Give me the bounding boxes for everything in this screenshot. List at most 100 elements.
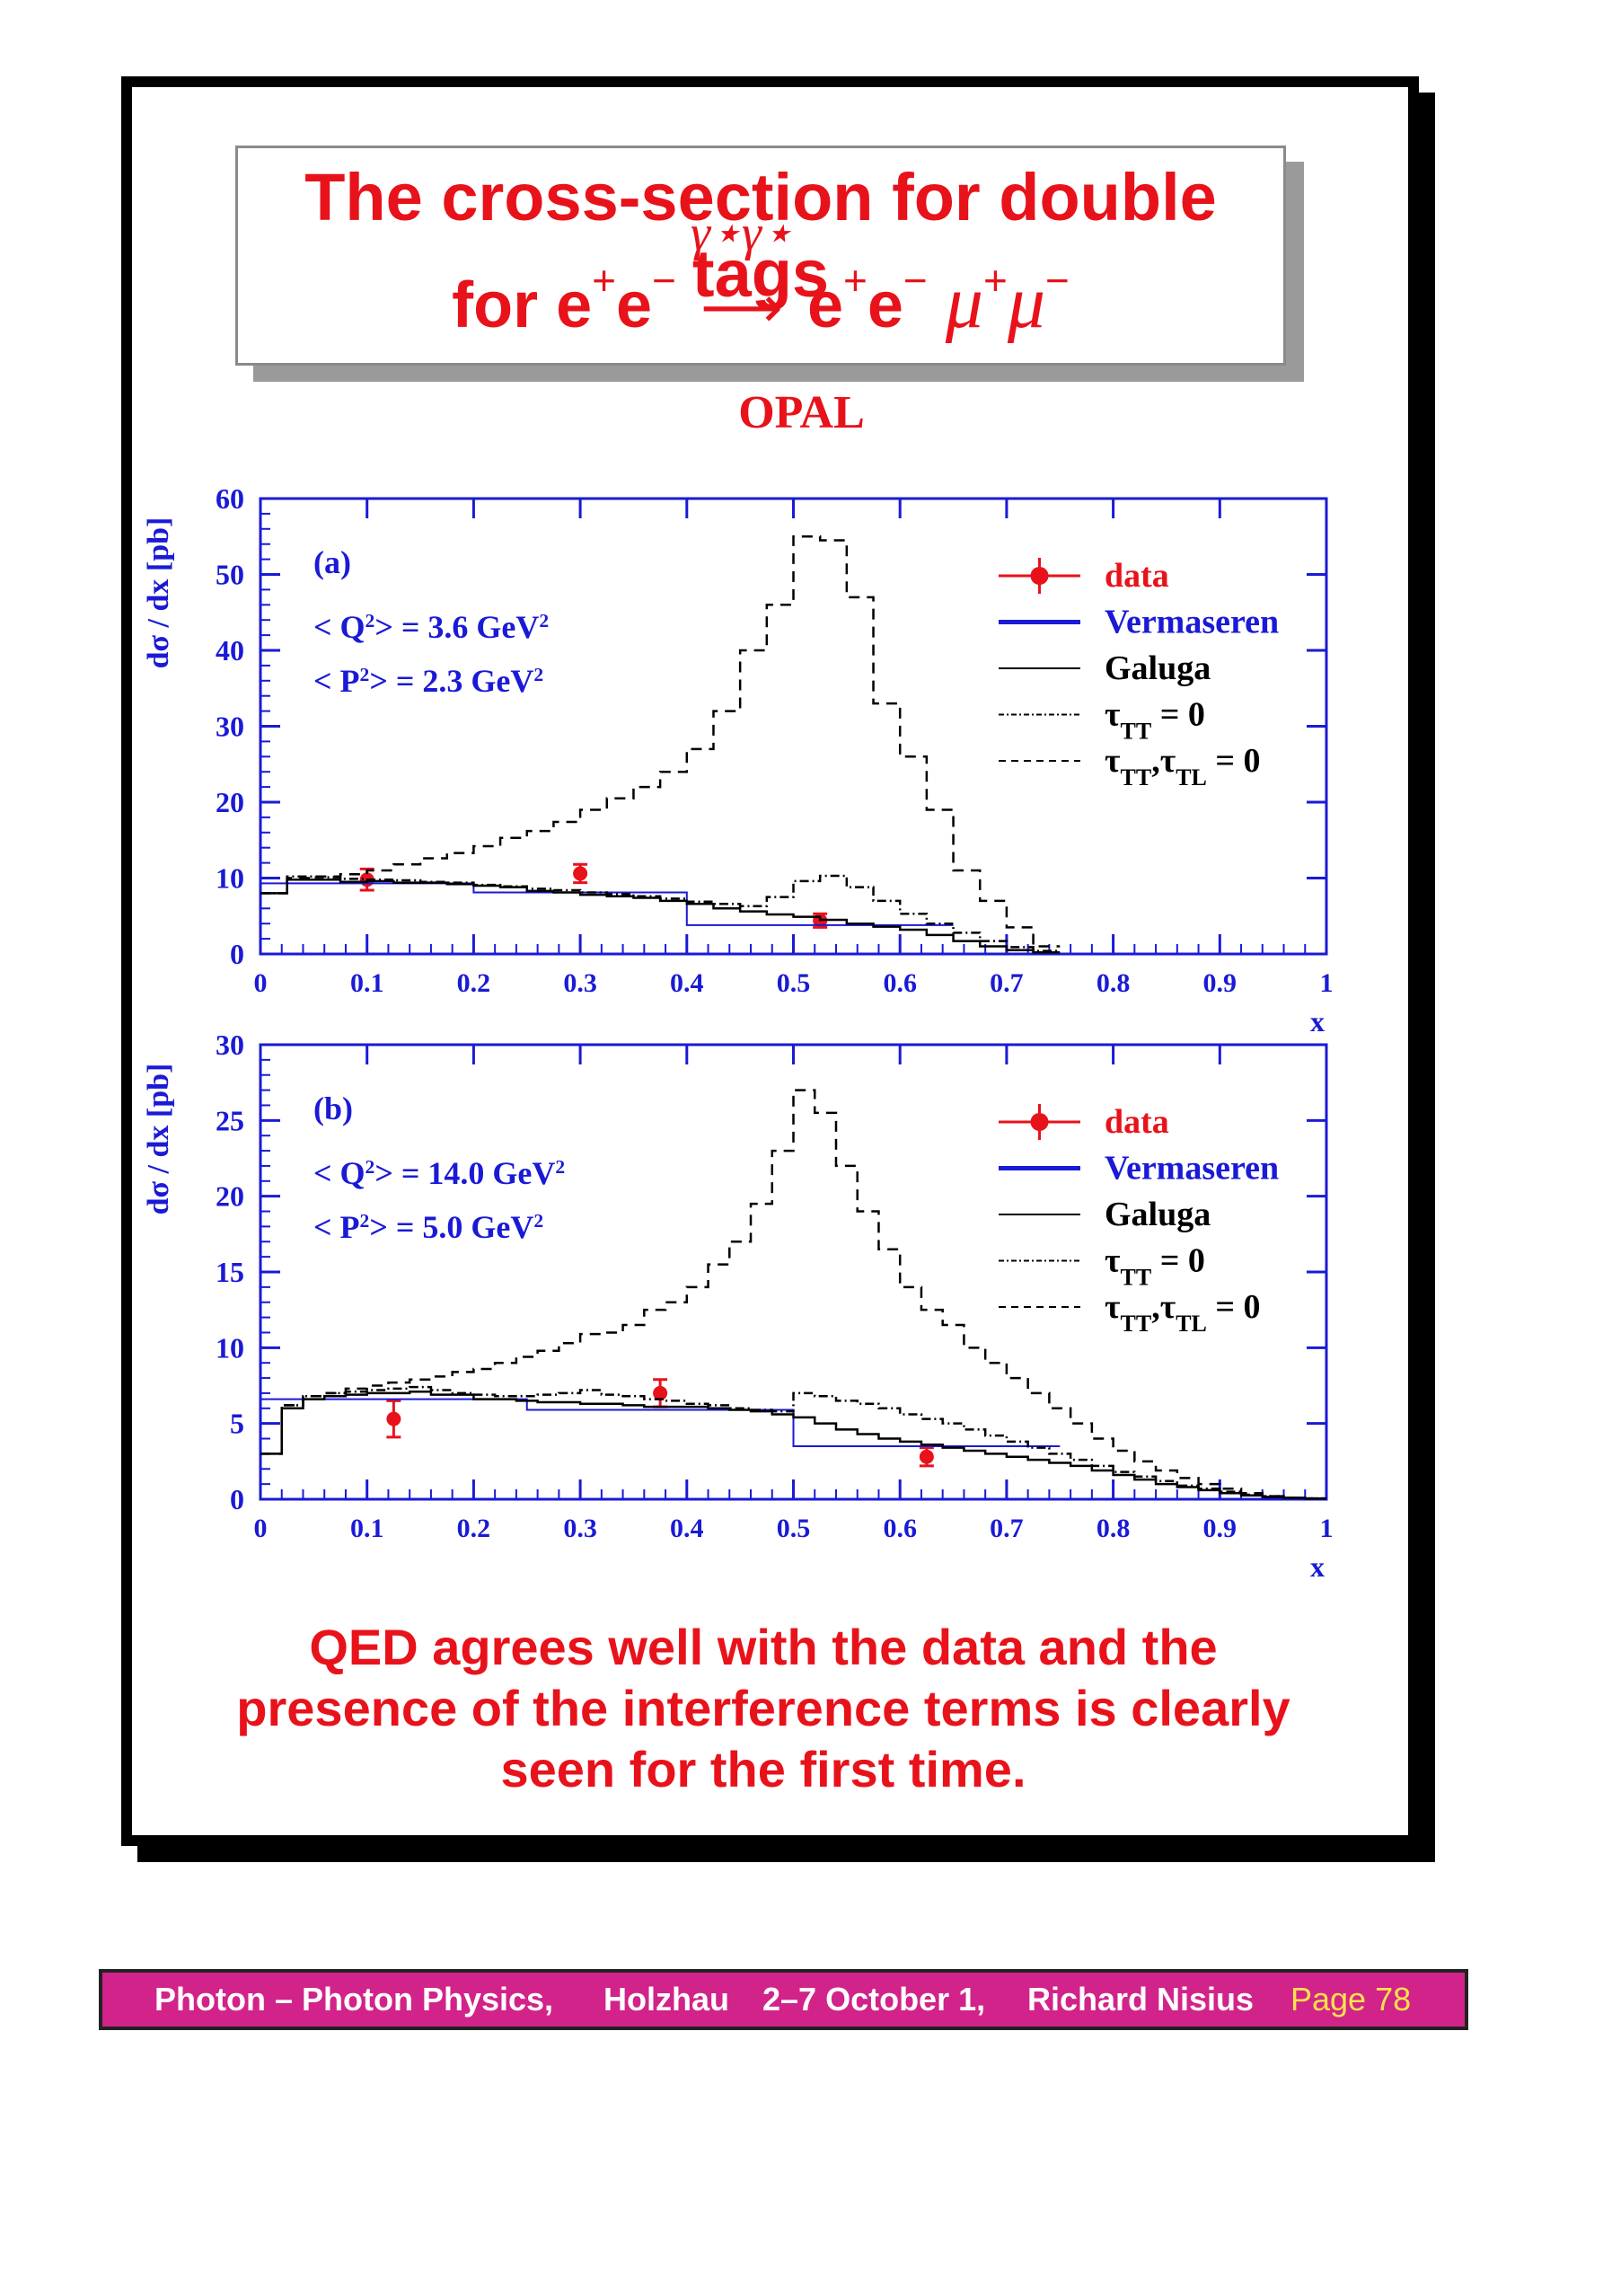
x-axis-label: x [1310,1550,1325,1583]
legend-label: data [1105,557,1169,595]
data-point [653,1385,668,1400]
series-tttl-line [260,535,1061,948]
x-tick-label: 0.1 [350,968,384,998]
x-axis-label: x [1310,1005,1325,1038]
y-axis-label: dσ / dx [pb] [142,1064,175,1215]
x-tick-label: 0.1 [350,1514,384,1543]
data-point [386,1411,401,1426]
x-tick-label: 0.5 [777,1514,811,1543]
experiment-label: OPAL [738,387,865,438]
panel-label: (a) [313,544,351,580]
x-tick-label: 0.4 [670,1514,704,1543]
annotation-q2: < Q2> = 14.0 GeV2 [313,1155,565,1191]
footer-bar: Photon – Photon Physics, Holzhau 2–7 Oct… [99,1969,1468,2030]
title-e3: e [867,269,903,341]
x-tick-label: 0.9 [1203,968,1237,998]
title-for-e: for e [452,269,593,341]
legend-label: Galuga [1105,649,1211,687]
mu-symbol-2: μ [1007,261,1046,344]
x-tick-label: 0.6 [883,968,917,998]
sup-plus: + [592,257,617,304]
x-tick-label: 0.7 [990,968,1024,998]
y-tick-label: 50 [216,559,244,591]
legend-label: τTT,τTL = 0 [1105,1288,1261,1337]
series-galuga-line [260,878,1061,954]
series-tt-line [260,1385,1326,1500]
legend-data-marker [1030,1113,1049,1131]
sup-plus-3: + [982,257,1008,304]
process-arrow: γ⋆γ⋆ ⟶ [691,206,793,342]
sup-minus-3: − [1045,257,1070,304]
y-tick-label: 10 [216,862,244,895]
mu-symbol: μ [945,261,983,344]
y-tick-label: 30 [216,1029,244,1061]
legend-label: Vermaseren [1105,1150,1279,1188]
y-tick-label: 40 [216,634,244,667]
legend-label: Galuga [1105,1196,1211,1233]
chart-panel-b: 0 0.1 0.2 0.3 0.4 0.5 0.6 0.7 0.8 0.9 105101520253… [142,1029,1334,1583]
x-tick-label: 0.2 [457,968,491,998]
annotation-q2: < Q2> = 3.6 GeV2 [313,609,549,645]
x-tick-label: 0.3 [563,968,597,998]
data-point [573,866,588,881]
legend-label: Vermaseren [1105,604,1279,641]
legend-data-marker [1030,567,1049,585]
y-tick-label: 60 [216,482,244,515]
arrow-glyph: ⟶ [700,275,783,341]
y-tick-label: 0 [230,938,244,970]
footer-author: Richard Nisius [1027,1981,1255,2018]
footer-page: Page 78 [1290,1981,1412,2018]
conclusion-text: QED agrees well with the data and the pr… [0,1617,1527,1800]
sup-minus: − [652,257,676,304]
x-tick-label: 0 [254,1514,268,1543]
x-tick-label: 0.3 [563,1514,597,1543]
chart-panel-a: 0 0.1 0.2 0.3 0.4 0.5 0.6 0.7 0.8 0.9 101020304050… [142,482,1334,1038]
legend-label: data [1105,1103,1169,1141]
conclusion-line1: QED agrees well with the data and the [309,1619,1218,1675]
series-tt-line [260,874,1061,952]
y-tick-label: 10 [216,1331,244,1364]
series-galuga-line [260,1391,1326,1500]
x-tick-label: 0.8 [1097,968,1131,998]
conclusion-line3: seen for the first time. [500,1741,1026,1797]
title-e: e [616,269,653,341]
footer-talk: Photon – Photon Physics, [154,1981,554,2018]
y-tick-label: 20 [216,786,244,818]
legend-label: τTT = 0 [1105,696,1205,745]
x-tick-label: 0.6 [883,1514,917,1543]
title-e2: e [806,269,843,341]
data-point [919,1449,934,1464]
x-tick-label: 1 [1320,1514,1334,1543]
y-tick-label: 25 [216,1104,244,1136]
legend-label: τTT = 0 [1105,1242,1205,1291]
footer-date: 2–7 October 1, [762,1981,986,2018]
charts-canvas: 0 0.1 0.2 0.3 0.4 0.5 0.6 0.7 0.8 0.9 101020304050… [142,482,1334,1583]
annotation-p2: < P2> = 2.3 GeV2 [313,663,543,699]
sup-minus-2: − [903,257,928,304]
x-tick-label: 0.7 [990,1514,1024,1543]
y-tick-label: 20 [216,1180,244,1213]
slide-title-line2: for e+e− γ⋆γ⋆ ⟶ e+e− μ+μ− [238,206,1283,346]
footer-place: Holzhau [603,1981,729,2018]
y-tick-label: 5 [230,1408,244,1440]
x-tick-label: 0.2 [457,1514,491,1543]
annotation-p2: < P2> = 5.0 GeV2 [313,1209,543,1245]
slide-title-line1: The cross-section for double tags [304,160,1217,311]
panel-label: (b) [313,1091,353,1126]
x-tick-label: 0.8 [1097,1514,1131,1543]
x-tick-label: 0.5 [777,968,811,998]
series-tttl-line [260,1089,1326,1500]
legend-label: τTT,τTL = 0 [1105,742,1261,790]
x-tick-label: 0 [254,968,268,998]
conclusion-line2: presence of the interference terms is cl… [236,1680,1290,1736]
y-tick-label: 0 [230,1483,244,1515]
title-box: The cross-section for double tags for e+… [235,146,1286,366]
sup-plus-2: + [842,257,868,304]
y-tick-label: 30 [216,711,244,743]
x-tick-label: 0.4 [670,968,704,998]
arrow-label: γ⋆γ⋆ [690,206,794,261]
y-tick-label: 15 [216,1256,244,1288]
x-tick-label: 0.9 [1203,1514,1237,1543]
y-axis-label: dσ / dx [pb] [142,517,175,669]
x-tick-label: 1 [1320,968,1334,998]
